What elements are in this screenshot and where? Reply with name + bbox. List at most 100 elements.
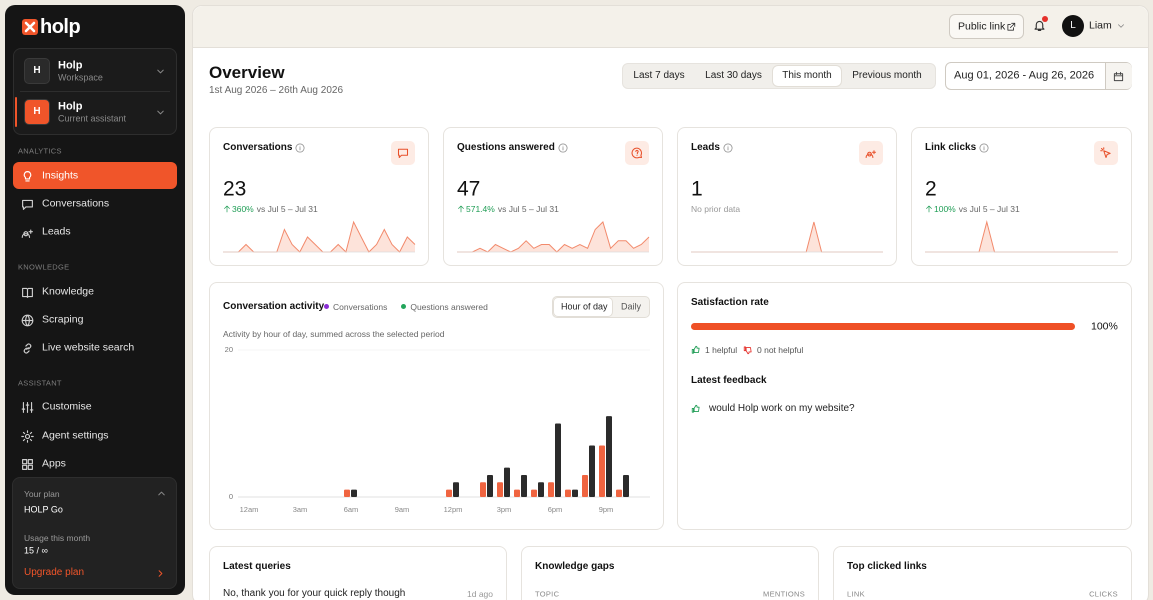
stat-label: Conversations <box>223 142 293 153</box>
bottom-card-title: Latest queries <box>223 561 291 572</box>
user-avatar[interactable]: L <box>1062 15 1084 37</box>
assistant-sub: Current assistant <box>58 113 127 124</box>
nav-active <box>13 162 177 189</box>
brand: holp <box>40 16 81 38</box>
sparkline-line <box>691 221 883 253</box>
nav-icon-shape <box>21 458 33 470</box>
bell-icon <box>1033 20 1045 31</box>
query-text: No, thank you for your quick reply thoug… <box>223 588 406 599</box>
stat-delta: 360% <box>232 203 254 214</box>
filter-button[interactable]: Previous month <box>843 66 931 86</box>
nav-icon-shape <box>20 429 34 443</box>
nav-icon-shape <box>21 287 33 298</box>
delta-arrow-shape <box>926 205 932 213</box>
thumb-down-icon-shape <box>743 346 752 355</box>
plan-name: HOLP Go <box>24 504 63 515</box>
delta-arrow <box>224 205 230 213</box>
upgrade-link[interactable]: Upgrade plan <box>24 567 85 578</box>
stat-icon-shape <box>631 147 643 159</box>
info-icon <box>979 143 989 153</box>
workspace-initial: H <box>33 65 41 76</box>
main-panel <box>192 5 1149 600</box>
delta-arrow <box>458 205 464 213</box>
nav-item[interactable]: Leads <box>42 225 71 238</box>
sparkline-line <box>925 220 1118 253</box>
filter-label[interactable]: Last 7 days <box>633 70 685 81</box>
feedback-thumb <box>691 404 700 413</box>
stat-card <box>677 127 897 266</box>
thumb-up-icon-shape <box>691 345 700 354</box>
bottom-card <box>833 546 1132 600</box>
section-title: ASSISTANT <box>18 378 62 388</box>
nav-item[interactable]: Apps <box>42 457 66 470</box>
nav-icon <box>23 342 31 354</box>
info-icon-shape <box>979 143 989 153</box>
activity-subtitle: Activity by hour of day, summed across t… <box>223 328 445 339</box>
stat-icon-shape <box>865 150 877 159</box>
stat-icon <box>631 147 643 159</box>
panel-divider <box>20 91 170 92</box>
bottom-card-title: Top clicked links <box>847 561 927 572</box>
page-range: 1st Aug 2026 – 26th Aug 2026 <box>209 85 344 96</box>
filter-label[interactable]: Previous month <box>852 70 922 81</box>
assistant-marker <box>15 97 17 127</box>
nav-item[interactable]: Insights <box>42 169 79 182</box>
legend-dot <box>401 304 407 309</box>
column-header: CLICKS <box>1089 589 1118 599</box>
user-name: Liam <box>1089 19 1112 32</box>
stat-value: 2 <box>925 177 937 201</box>
date-picker[interactable]: Aug 01, 2026 - Aug 26, 2026 <box>945 62 1132 90</box>
nav-item[interactable]: Live website search <box>42 341 135 354</box>
nav-icon <box>23 170 31 182</box>
stat-card <box>443 127 663 266</box>
plan-label: Your plan <box>24 488 60 499</box>
nav-item[interactable]: Agent settings <box>42 429 109 442</box>
stat-value: 1 <box>691 177 703 201</box>
nav-icon-shape <box>21 199 33 210</box>
toggle-option[interactable]: Hour of day <box>561 301 608 312</box>
assistant-initial: H <box>33 106 41 117</box>
thumb-down-icon <box>743 346 752 355</box>
nav-icon <box>21 458 33 470</box>
stat-icon <box>397 148 409 159</box>
sparkline-area <box>925 222 1118 252</box>
workspace-name: Holp <box>58 59 83 72</box>
filter-button[interactable]: Last 30 days <box>698 66 769 86</box>
stat-value: 23 <box>223 177 247 201</box>
toggle-option[interactable]: Daily <box>621 301 642 312</box>
bell-icon-shape <box>1033 20 1045 31</box>
nav-icon <box>21 287 33 298</box>
public-link-button[interactable]: Public link <box>949 14 1024 39</box>
nav-item[interactable]: Scraping <box>42 313 84 326</box>
nav-icon-shape <box>21 401 33 413</box>
stat-card <box>209 127 429 266</box>
usage-value: 15 / ∞ <box>24 545 48 556</box>
nav-icon-shape <box>21 228 33 238</box>
workspace-chevron <box>156 69 164 73</box>
stat-compare: vs Jul 5 – Jul 31 <box>256 203 318 214</box>
legend-label: Conversations <box>333 301 388 312</box>
sparkline <box>223 220 416 253</box>
sparkline <box>925 220 1118 253</box>
sparkline-area <box>691 222 883 252</box>
filter-label[interactable]: Last 30 days <box>705 70 762 81</box>
delta-arrow-shape <box>458 205 464 213</box>
feedback-thumb-shape <box>691 404 700 413</box>
assistant-chevron-shape <box>156 110 164 114</box>
filter-button[interactable]: Last 7 days <box>628 66 690 86</box>
nav-item[interactable]: Customise <box>42 400 92 413</box>
filter-label[interactable]: This month <box>782 70 832 81</box>
stat-icon-box <box>391 141 415 165</box>
external-icon <box>1007 22 1016 31</box>
stat-label: Leads <box>691 142 720 153</box>
info-icon <box>723 143 733 153</box>
nav-item[interactable]: Knowledge <box>42 285 94 298</box>
filter-button[interactable]: This month <box>773 66 841 86</box>
helpful-count: 1 helpful <box>705 344 738 355</box>
not-helpful-count: 0 not helpful <box>757 344 804 355</box>
nav-item[interactable]: Conversations <box>42 197 110 210</box>
column-header: LINK <box>847 589 865 599</box>
info-icon <box>295 143 305 153</box>
stat-compare: vs Jul 5 – Jul 31 <box>497 203 559 214</box>
info-icon-shape <box>295 143 305 153</box>
